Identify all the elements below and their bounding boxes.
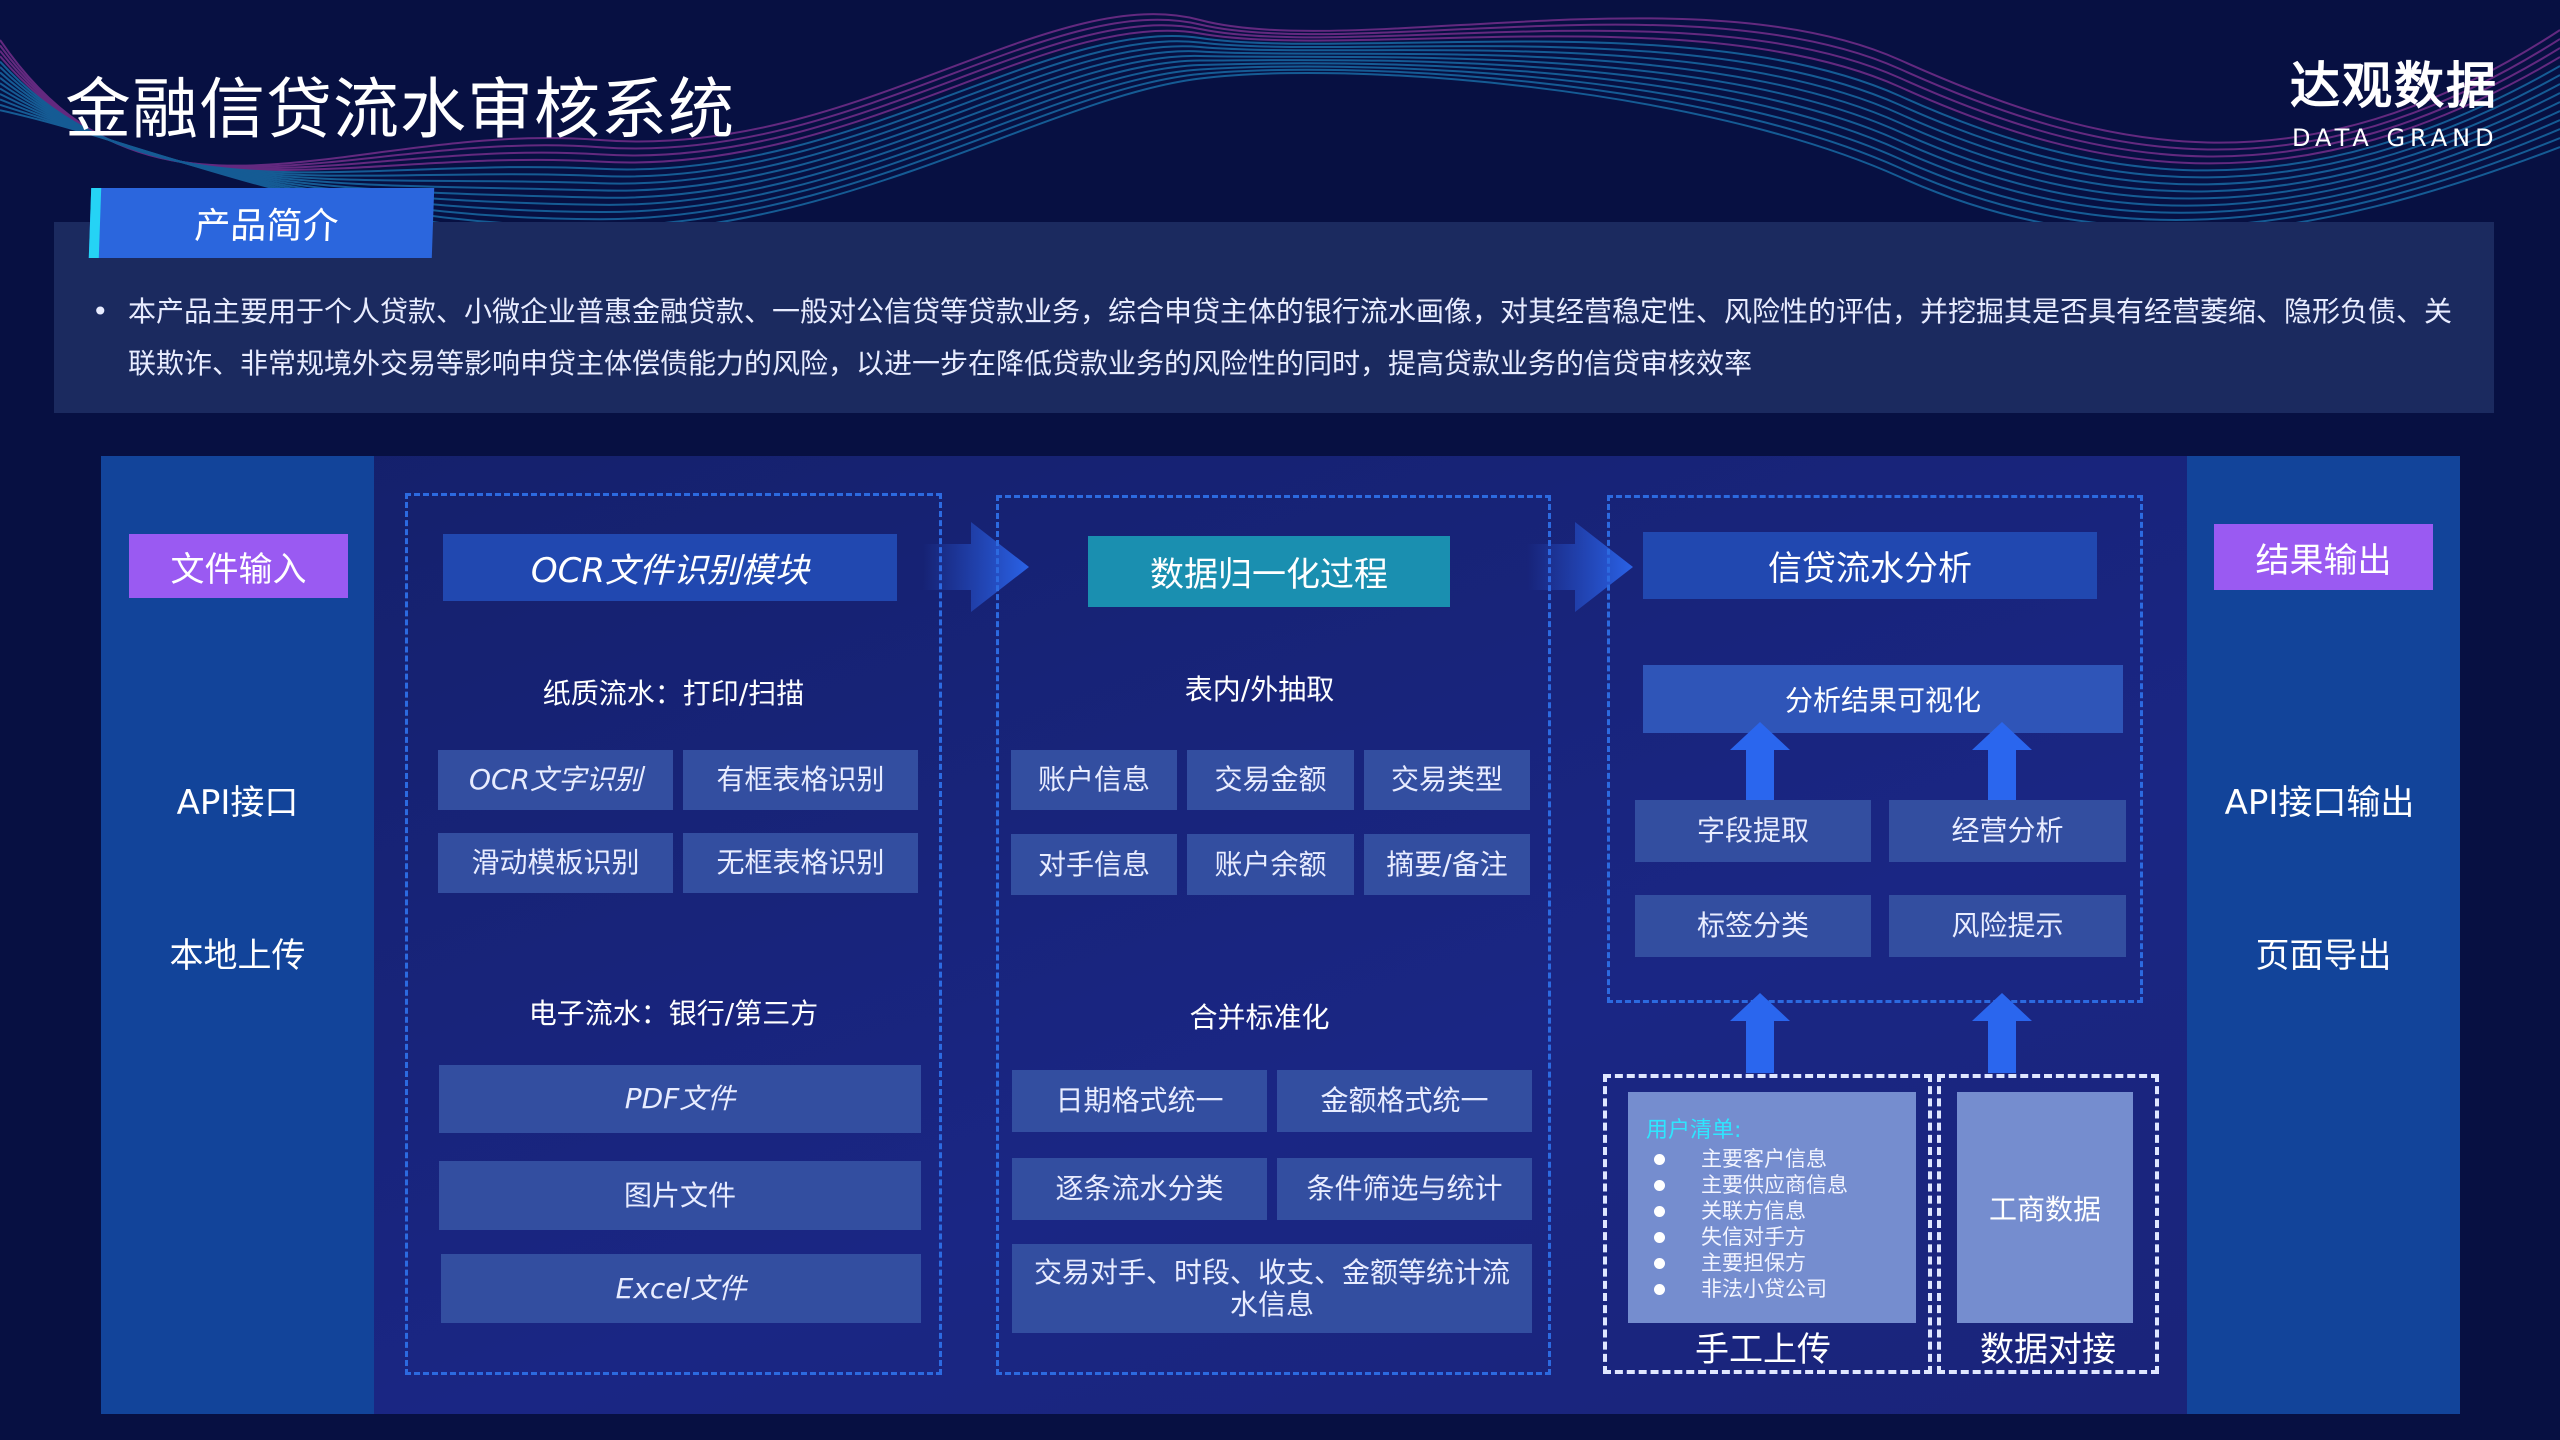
arrow-up-icon xyxy=(1730,993,1790,1073)
arrow-up-icon xyxy=(1972,993,2032,1073)
normalize-header: 数据归一化过程 xyxy=(1088,536,1450,607)
merge-item: 逐条流水分类 xyxy=(1012,1158,1267,1220)
extract-item: 账户余额 xyxy=(1187,834,1354,895)
ocr-item: 滑动模板识别 xyxy=(438,833,673,893)
input-api: API接口 xyxy=(176,783,299,823)
user-list: 主要客户信息 主要供应商信息 关联方信息 失信对手方 主要担保方 非法小贷公司 xyxy=(1646,1146,1916,1302)
ocr-header: OCR文件识别模块 xyxy=(443,534,897,601)
wave-line xyxy=(0,18,2560,168)
analysis-item: 风险提示 xyxy=(1889,895,2126,957)
intro-paragraph: 本产品主要用于个人贷款、小微企业普惠金融贷款、一般对公信贷等贷款业务，综合申贷主… xyxy=(128,295,2453,380)
intro-tab-label: 产品简介 xyxy=(193,206,340,247)
extract-item: 对手信息 xyxy=(1011,834,1177,895)
output-column xyxy=(2187,456,2460,1414)
wave-line xyxy=(0,35,2560,174)
ocr-file-item: 图片文件 xyxy=(439,1161,921,1230)
manual-upload-section xyxy=(1603,1074,1932,1374)
output-api: API接口输出 xyxy=(2224,783,2415,823)
wave-line xyxy=(0,40,2560,179)
user-list-title: 用户清单: xyxy=(1646,1118,1742,1143)
list-item: 失信对手方 xyxy=(1646,1224,1916,1250)
merge-label: 合并标准化 xyxy=(1189,1001,1330,1034)
input-column xyxy=(101,456,374,1414)
analysis-section xyxy=(1607,495,2143,1003)
list-item: 非法小贷公司 xyxy=(1646,1276,1916,1302)
arrow-up-icon xyxy=(1730,722,1790,802)
ocr-file-item: Excel文件 xyxy=(441,1254,921,1323)
wave-line xyxy=(0,13,2560,167)
extract-item: 交易类型 xyxy=(1364,750,1530,810)
business-data-box: 工商数据 xyxy=(1957,1092,2133,1323)
extract-item: 摘要/备注 xyxy=(1364,834,1530,895)
file-input-badge: 文件输入 xyxy=(129,534,348,598)
manual-upload-label: 手工上传 xyxy=(1695,1330,1831,1370)
merge-wide-item: 交易对手、时段、收支、金额等统计流水信息 xyxy=(1012,1244,1532,1333)
ocr-item: OCR文字识别 xyxy=(438,750,673,810)
logo-subtitle: DATA GRAND xyxy=(2292,124,2499,152)
extract-item: 交易金额 xyxy=(1187,750,1354,810)
intro-tab: 产品简介 xyxy=(88,188,435,258)
ocr-file-item: PDF文件 xyxy=(439,1065,921,1133)
normalize-section xyxy=(996,495,1551,1375)
result-output-badge: 结果输出 xyxy=(2214,524,2433,590)
merge-item: 日期格式统一 xyxy=(1012,1070,1267,1132)
list-item: 主要供应商信息 xyxy=(1646,1172,1916,1198)
intro-text: • 本产品主要用于个人贷款、小微企业普惠金融贷款、一般对公信贷等贷款业务，综合申… xyxy=(92,286,2472,390)
input-local-upload: 本地上传 xyxy=(169,936,306,976)
list-item: 主要担保方 xyxy=(1646,1250,1916,1276)
analysis-item: 经营分析 xyxy=(1889,800,2126,862)
ocr-section xyxy=(405,493,942,1375)
wave-line xyxy=(0,50,2560,193)
wave-line xyxy=(0,45,2560,186)
extract-label: 表内/外抽取 xyxy=(1184,673,1335,706)
list-item: 关联方信息 xyxy=(1646,1198,1916,1224)
analysis-item: 标签分类 xyxy=(1635,895,1871,957)
ocr-item: 无框表格识别 xyxy=(683,833,918,893)
bullet: • xyxy=(92,295,109,328)
merge-item: 条件筛选与统计 xyxy=(1277,1158,1532,1220)
output-page-export: 页面导出 xyxy=(2255,936,2392,976)
merge-item: 金额格式统一 xyxy=(1277,1070,1532,1132)
list-item: 主要客户信息 xyxy=(1646,1146,1916,1172)
wave-line xyxy=(0,29,2560,171)
extract-item: 账户信息 xyxy=(1011,750,1177,810)
intro-panel xyxy=(54,222,2494,413)
flow-arrow-icon xyxy=(923,522,1029,612)
user-list-box: 用户清单: 主要客户信息 主要供应商信息 关联方信息 失信对手方 主要担保方 非… xyxy=(1628,1092,1916,1323)
paper-label: 纸质流水：打印/扫描 xyxy=(542,677,805,710)
ocr-item: 有框表格识别 xyxy=(683,750,918,810)
page-title: 金融信贷流水审核系统 xyxy=(65,71,735,148)
data-docking-label: 数据对接 xyxy=(1980,1330,2116,1370)
flow-arrow-icon xyxy=(1527,522,1633,612)
visualization-box: 分析结果可视化 xyxy=(1643,665,2123,733)
analysis-item: 字段提取 xyxy=(1635,800,1871,862)
analysis-header: 信贷流水分析 xyxy=(1643,532,2097,599)
logo: 达观数据 xyxy=(2290,57,2498,115)
wave-line xyxy=(0,24,2560,170)
electronic-label: 电子流水：银行/第三方 xyxy=(528,997,819,1030)
data-docking-section xyxy=(1937,1074,2159,1374)
arrow-up-icon xyxy=(1972,722,2032,802)
